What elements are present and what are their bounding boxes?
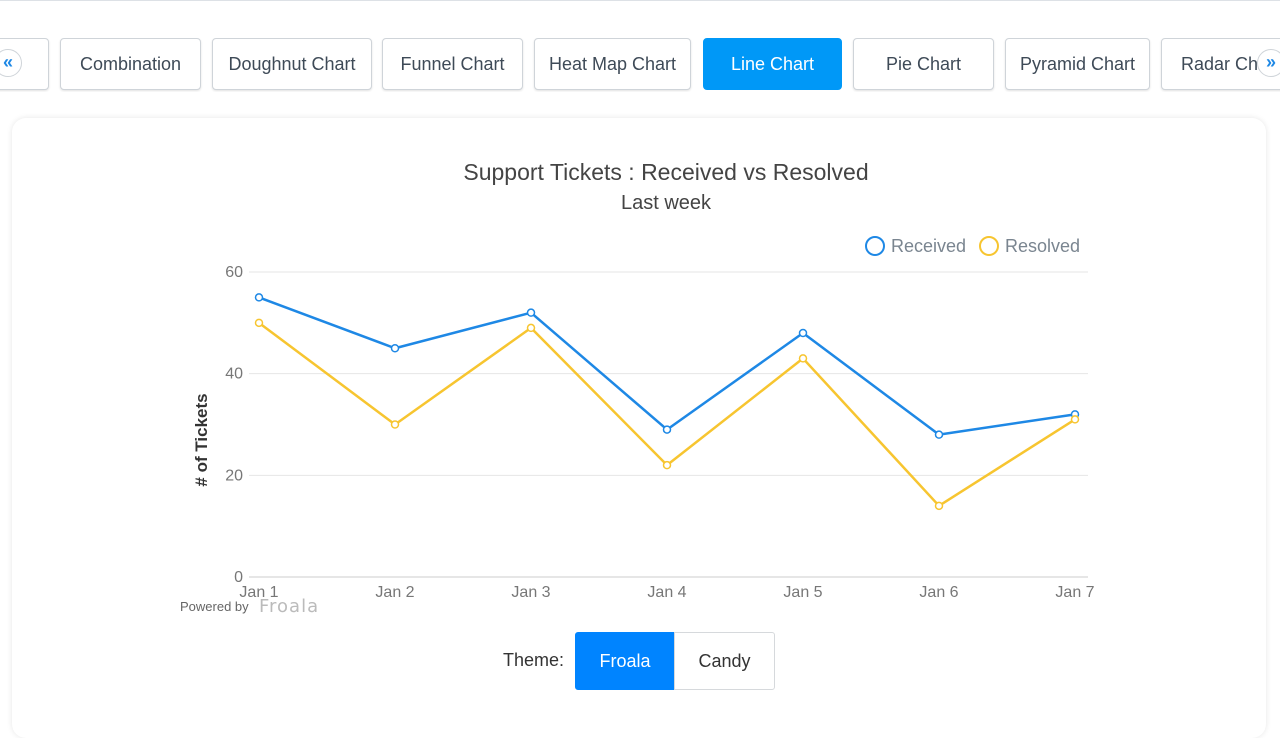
tab-pie-chart[interactable]: Pie Chart bbox=[853, 38, 994, 90]
data-point-received[interactable] bbox=[798, 328, 808, 338]
top-border bbox=[0, 0, 1280, 1]
x-tick-label: Jan 5 bbox=[783, 584, 822, 601]
x-tick-label: Jan 7 bbox=[1055, 584, 1094, 601]
froala-logo: Froala bbox=[259, 596, 319, 617]
x-tick-label: Jan 3 bbox=[511, 584, 550, 601]
y-tick-label: 60 bbox=[225, 264, 243, 281]
chart-subtitle: Last week bbox=[621, 192, 712, 214]
x-tick-label: Jan 6 bbox=[919, 584, 958, 601]
data-point-resolved[interactable] bbox=[254, 318, 264, 328]
data-point-resolved[interactable] bbox=[934, 501, 944, 511]
tab-combination[interactable]: Combination bbox=[60, 38, 201, 90]
tab-line-chart[interactable]: Line Chart bbox=[703, 38, 842, 90]
theme-froala-button[interactable]: Froala bbox=[575, 632, 675, 690]
data-point-resolved[interactable] bbox=[526, 323, 536, 333]
scroll-left-icon[interactable]: « bbox=[0, 49, 22, 77]
series-line-resolved bbox=[258, 321, 1076, 508]
y-tick-label: 0 bbox=[234, 569, 243, 586]
data-point-received[interactable] bbox=[254, 293, 264, 302]
scroll-right-icon[interactable]: » bbox=[1257, 49, 1280, 77]
legend-marker-received[interactable] bbox=[865, 236, 885, 256]
y-axis-label: # of Tickets bbox=[192, 393, 211, 486]
data-point-resolved[interactable] bbox=[390, 420, 400, 429]
data-point-received[interactable] bbox=[526, 308, 536, 317]
data-point-received[interactable] bbox=[390, 344, 400, 353]
data-point-resolved[interactable] bbox=[662, 460, 672, 470]
x-tick-label: Jan 1 bbox=[239, 584, 278, 601]
tab-funnel-chart[interactable]: Funnel Chart bbox=[382, 38, 523, 90]
x-tick-label: Jan 4 bbox=[647, 584, 686, 601]
tab-heat-map-chart[interactable]: Heat Map Chart bbox=[534, 38, 691, 90]
legend-marker-resolved[interactable] bbox=[979, 236, 999, 256]
chart-title: Support Tickets : Received vs Resolved bbox=[463, 159, 868, 185]
theme-label: Theme: bbox=[503, 650, 565, 670]
y-tick-label: 20 bbox=[225, 467, 243, 484]
legend-label-received[interactable]: Received bbox=[891, 236, 966, 256]
powered-by-text: Powered by bbox=[180, 599, 249, 614]
data-point-received[interactable] bbox=[662, 425, 672, 434]
x-tick-label: Jan 2 bbox=[375, 584, 414, 601]
chart-type-tabs: Combination Doughnut Chart Funnel Chart … bbox=[0, 38, 1280, 92]
tab-doughnut-chart[interactable]: Doughnut Chart bbox=[212, 38, 372, 90]
line-chart: Support Tickets : Received vs Resolved L… bbox=[180, 159, 1095, 617]
theme-candy-button[interactable]: Candy bbox=[674, 632, 775, 690]
theme-switcher: Theme: Froala Candy bbox=[0, 632, 1280, 690]
data-point-resolved[interactable] bbox=[798, 354, 808, 363]
tab-pyramid-chart[interactable]: Pyramid Chart bbox=[1005, 38, 1150, 90]
legend-label-resolved[interactable]: Resolved bbox=[1005, 236, 1080, 256]
data-point-received[interactable] bbox=[934, 430, 944, 439]
y-tick-label: 40 bbox=[225, 366, 243, 383]
data-point-resolved[interactable] bbox=[1070, 415, 1080, 424]
